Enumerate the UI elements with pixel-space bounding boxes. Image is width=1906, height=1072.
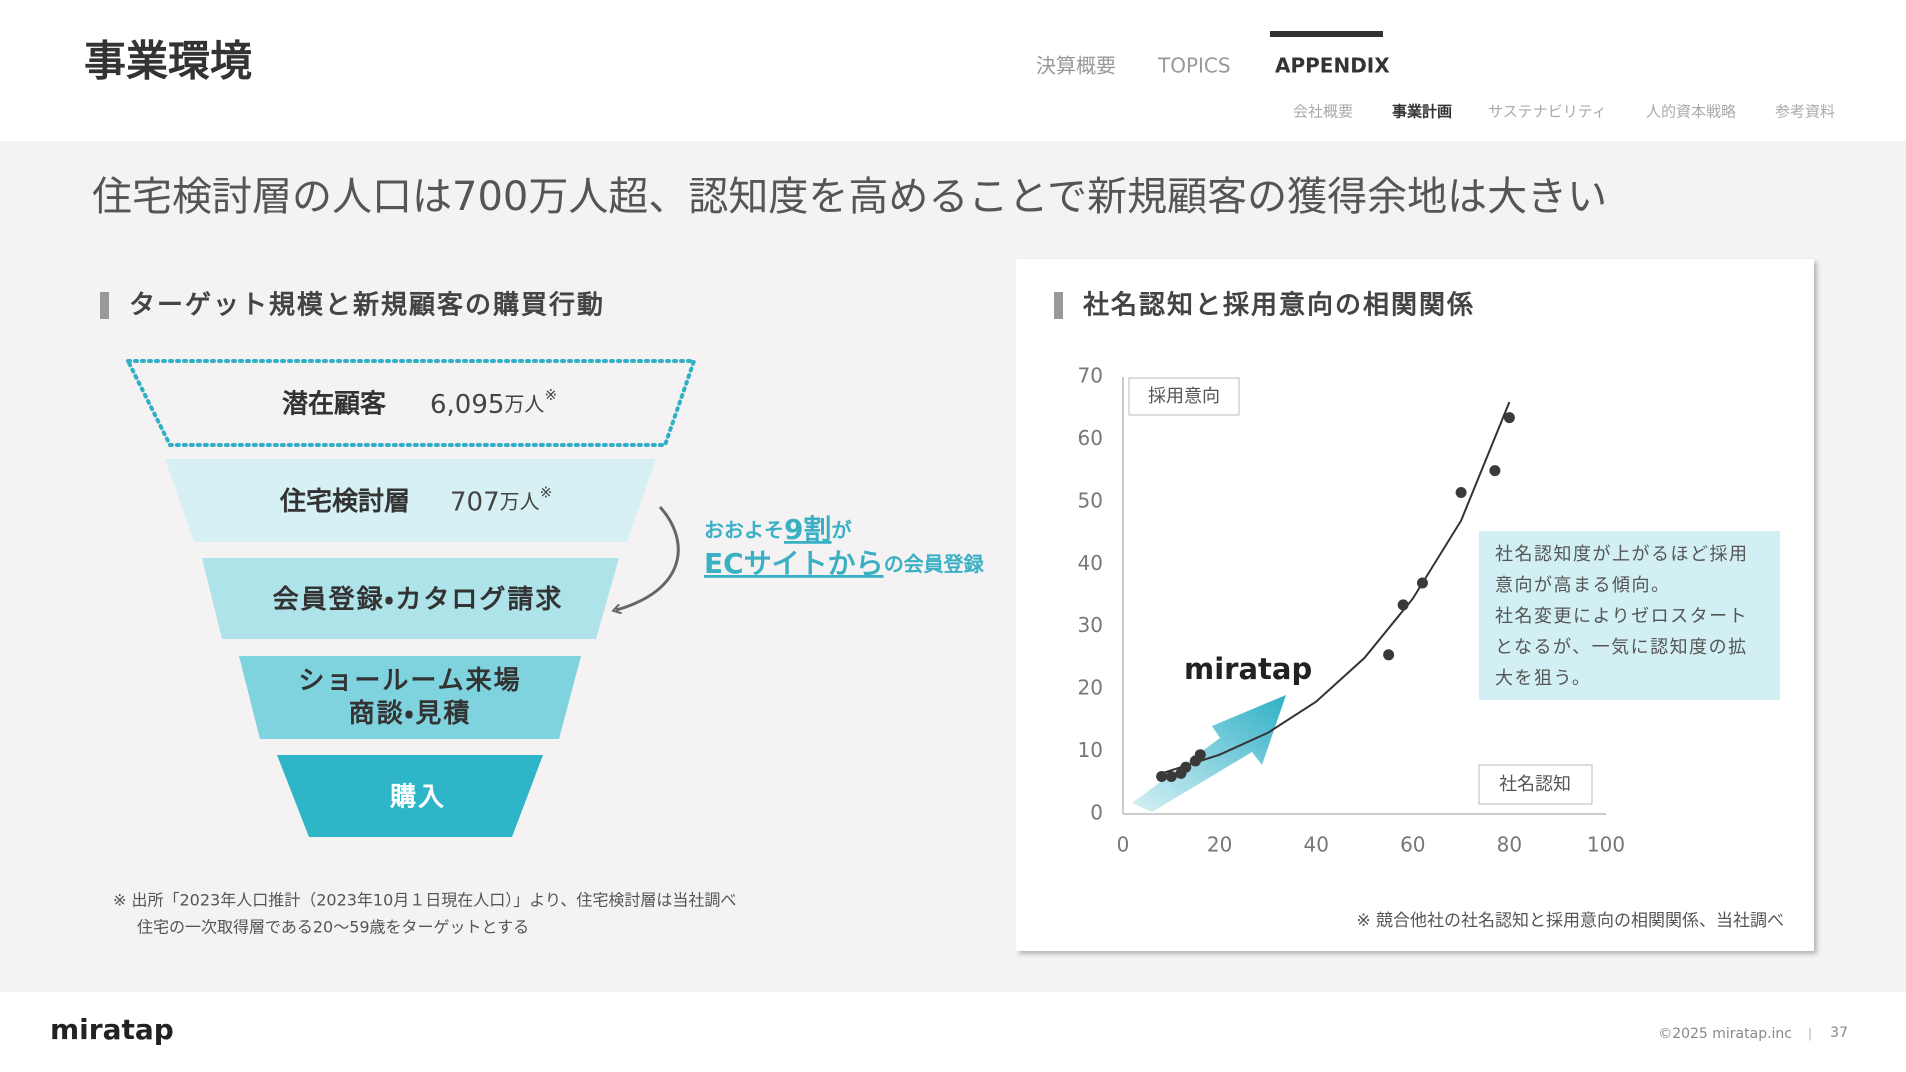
- section-title: ターゲット規模と新規顧客の購買行動: [129, 290, 605, 321]
- footer-bg: [0, 992, 1906, 1068]
- funnel-stage: [165, 459, 656, 542]
- stage-label: 会員登録・カタログ請求: [273, 584, 564, 615]
- stage-unit: 万人: [504, 392, 544, 416]
- x-tick-label: 80: [1497, 833, 1522, 857]
- scatter-point: [1156, 771, 1168, 783]
- footer-logo: miratap: [50, 1013, 174, 1046]
- callout-highlight: ECサイトから: [704, 547, 884, 580]
- callout-line: おおよそ9割が: [704, 513, 851, 546]
- footnote: 住宅の一次取得層である20〜59歳をターゲットとする: [137, 918, 529, 937]
- subnav-tab[interactable]: 人的資本戦略: [1646, 103, 1736, 121]
- footer-separator: |: [1808, 1027, 1812, 1041]
- subnav-tab[interactable]: 事業計画: [1392, 103, 1452, 121]
- trendline: [1161, 401, 1511, 775]
- annotation-text: 意向が高まる傾向。: [1495, 575, 1671, 596]
- x-tick-label: 60: [1400, 833, 1425, 857]
- scatter-point: [1489, 465, 1501, 477]
- stage-label: 住宅検討層: [279, 486, 410, 517]
- subnav-tab[interactable]: 参考資料: [1775, 103, 1835, 121]
- subnav-tab[interactable]: 会社概要: [1293, 103, 1353, 121]
- x-tick-label: 0: [1117, 833, 1130, 857]
- callout-arrow: [616, 505, 680, 610]
- chart-title: 社名認知と採用意向の相関関係: [1082, 290, 1475, 321]
- chart-note: ※ 競合他社の社名認知と採用意向の相関関係、当社調べ: [1356, 911, 1784, 931]
- logo-arrow: [1132, 695, 1286, 812]
- scatter-point: [1416, 577, 1428, 589]
- scatter-point: [1383, 649, 1395, 661]
- subnav-tab[interactable]: サステナビリティ: [1488, 103, 1607, 121]
- stage-value-group: 6,095万人※: [430, 386, 557, 420]
- callout-text: おおよそ: [704, 518, 784, 542]
- axis-label-box: [1478, 764, 1593, 805]
- x-axis-label: 社名認知: [1499, 774, 1571, 795]
- stage-label: 潜在顧客: [282, 390, 386, 420]
- callout-line: ECサイトからの会員登録: [704, 547, 985, 580]
- y-tick-label: 10: [1078, 738, 1103, 762]
- y-tick-label: 0: [1090, 801, 1103, 825]
- page-number: 37: [1830, 1025, 1848, 1041]
- footnote: ※ 出所「2023年人口推計（2023年10月１日現在人口）」より、住宅検討層は…: [113, 891, 736, 910]
- scatter-point: [1180, 761, 1192, 773]
- nav-tab[interactable]: 決算概要: [1036, 54, 1116, 78]
- stage-note-mark: ※: [544, 386, 557, 404]
- scatter-point: [1194, 749, 1206, 761]
- y-tick-label: 30: [1078, 613, 1103, 637]
- annotation-text: 社名認知度が上がるほど採用: [1495, 544, 1749, 565]
- scatter-point: [1503, 412, 1515, 424]
- chart-logo: miratap: [1184, 652, 1312, 686]
- funnel-stage: [202, 558, 619, 639]
- y-tick-label: 70: [1078, 364, 1103, 388]
- y-tick-label: 40: [1078, 551, 1103, 575]
- header-bg: [0, 0, 1906, 141]
- scatter-point: [1165, 771, 1177, 783]
- scatter-point: [1397, 599, 1409, 611]
- stage-value: 707: [450, 487, 500, 517]
- scatter-point: [1455, 486, 1467, 498]
- stage-label: 商談・見積: [349, 699, 472, 729]
- section-bar: [1054, 292, 1063, 319]
- annotation-text: となるが、一気に認知度の拡: [1495, 637, 1748, 658]
- stage-label: ショールーム来場: [298, 666, 521, 696]
- copyright: ©2025 miratap.inc: [1658, 1026, 1792, 1042]
- headline: 住宅検討層の人口は700万人超、認知度を高めることで新規顧客の獲得余地は大きい: [92, 174, 1607, 220]
- nav-indicator: [1270, 31, 1383, 37]
- y-tick-label: 20: [1078, 676, 1103, 700]
- y-tick-label: 50: [1078, 488, 1103, 512]
- nav-tab[interactable]: TOPICS: [1157, 54, 1231, 78]
- x-tick-label: 40: [1303, 833, 1328, 857]
- funnel-stage: [277, 755, 543, 837]
- x-tick-label: 20: [1207, 833, 1232, 857]
- callout-text: が: [831, 518, 851, 542]
- funnel-stage: [124, 359, 697, 447]
- annotation-text: 大を狙う。: [1495, 668, 1591, 689]
- nav-tab[interactable]: APPENDIX: [1275, 54, 1390, 78]
- stage-label: 購入: [390, 783, 446, 813]
- stage-note-mark: ※: [540, 483, 553, 501]
- annotation-text: 社名変更によりゼロスタート: [1495, 606, 1748, 627]
- stage-value-group: 707万人※: [450, 483, 552, 517]
- y-tick-label: 60: [1078, 426, 1103, 450]
- section-bar: [100, 292, 109, 319]
- x-tick-label: 100: [1587, 833, 1625, 857]
- stage-unit: 万人: [500, 489, 540, 513]
- page-title: 事業環境: [84, 37, 252, 86]
- axis-label-box: [1128, 377, 1240, 416]
- y-axis-label: 採用意向: [1148, 386, 1220, 407]
- annotation-box: [1479, 531, 1780, 700]
- content: 決算概要 TOPICS APPENDIX 会社概要 事業計画 サステナビリティ 人的資本戦略…: [50, 31, 1848, 1046]
- funnel-stage: [239, 656, 581, 739]
- callout-highlight: 9割: [784, 513, 831, 546]
- stage-value: 6,095: [430, 390, 504, 420]
- callout-text: の会員登録: [884, 552, 985, 576]
